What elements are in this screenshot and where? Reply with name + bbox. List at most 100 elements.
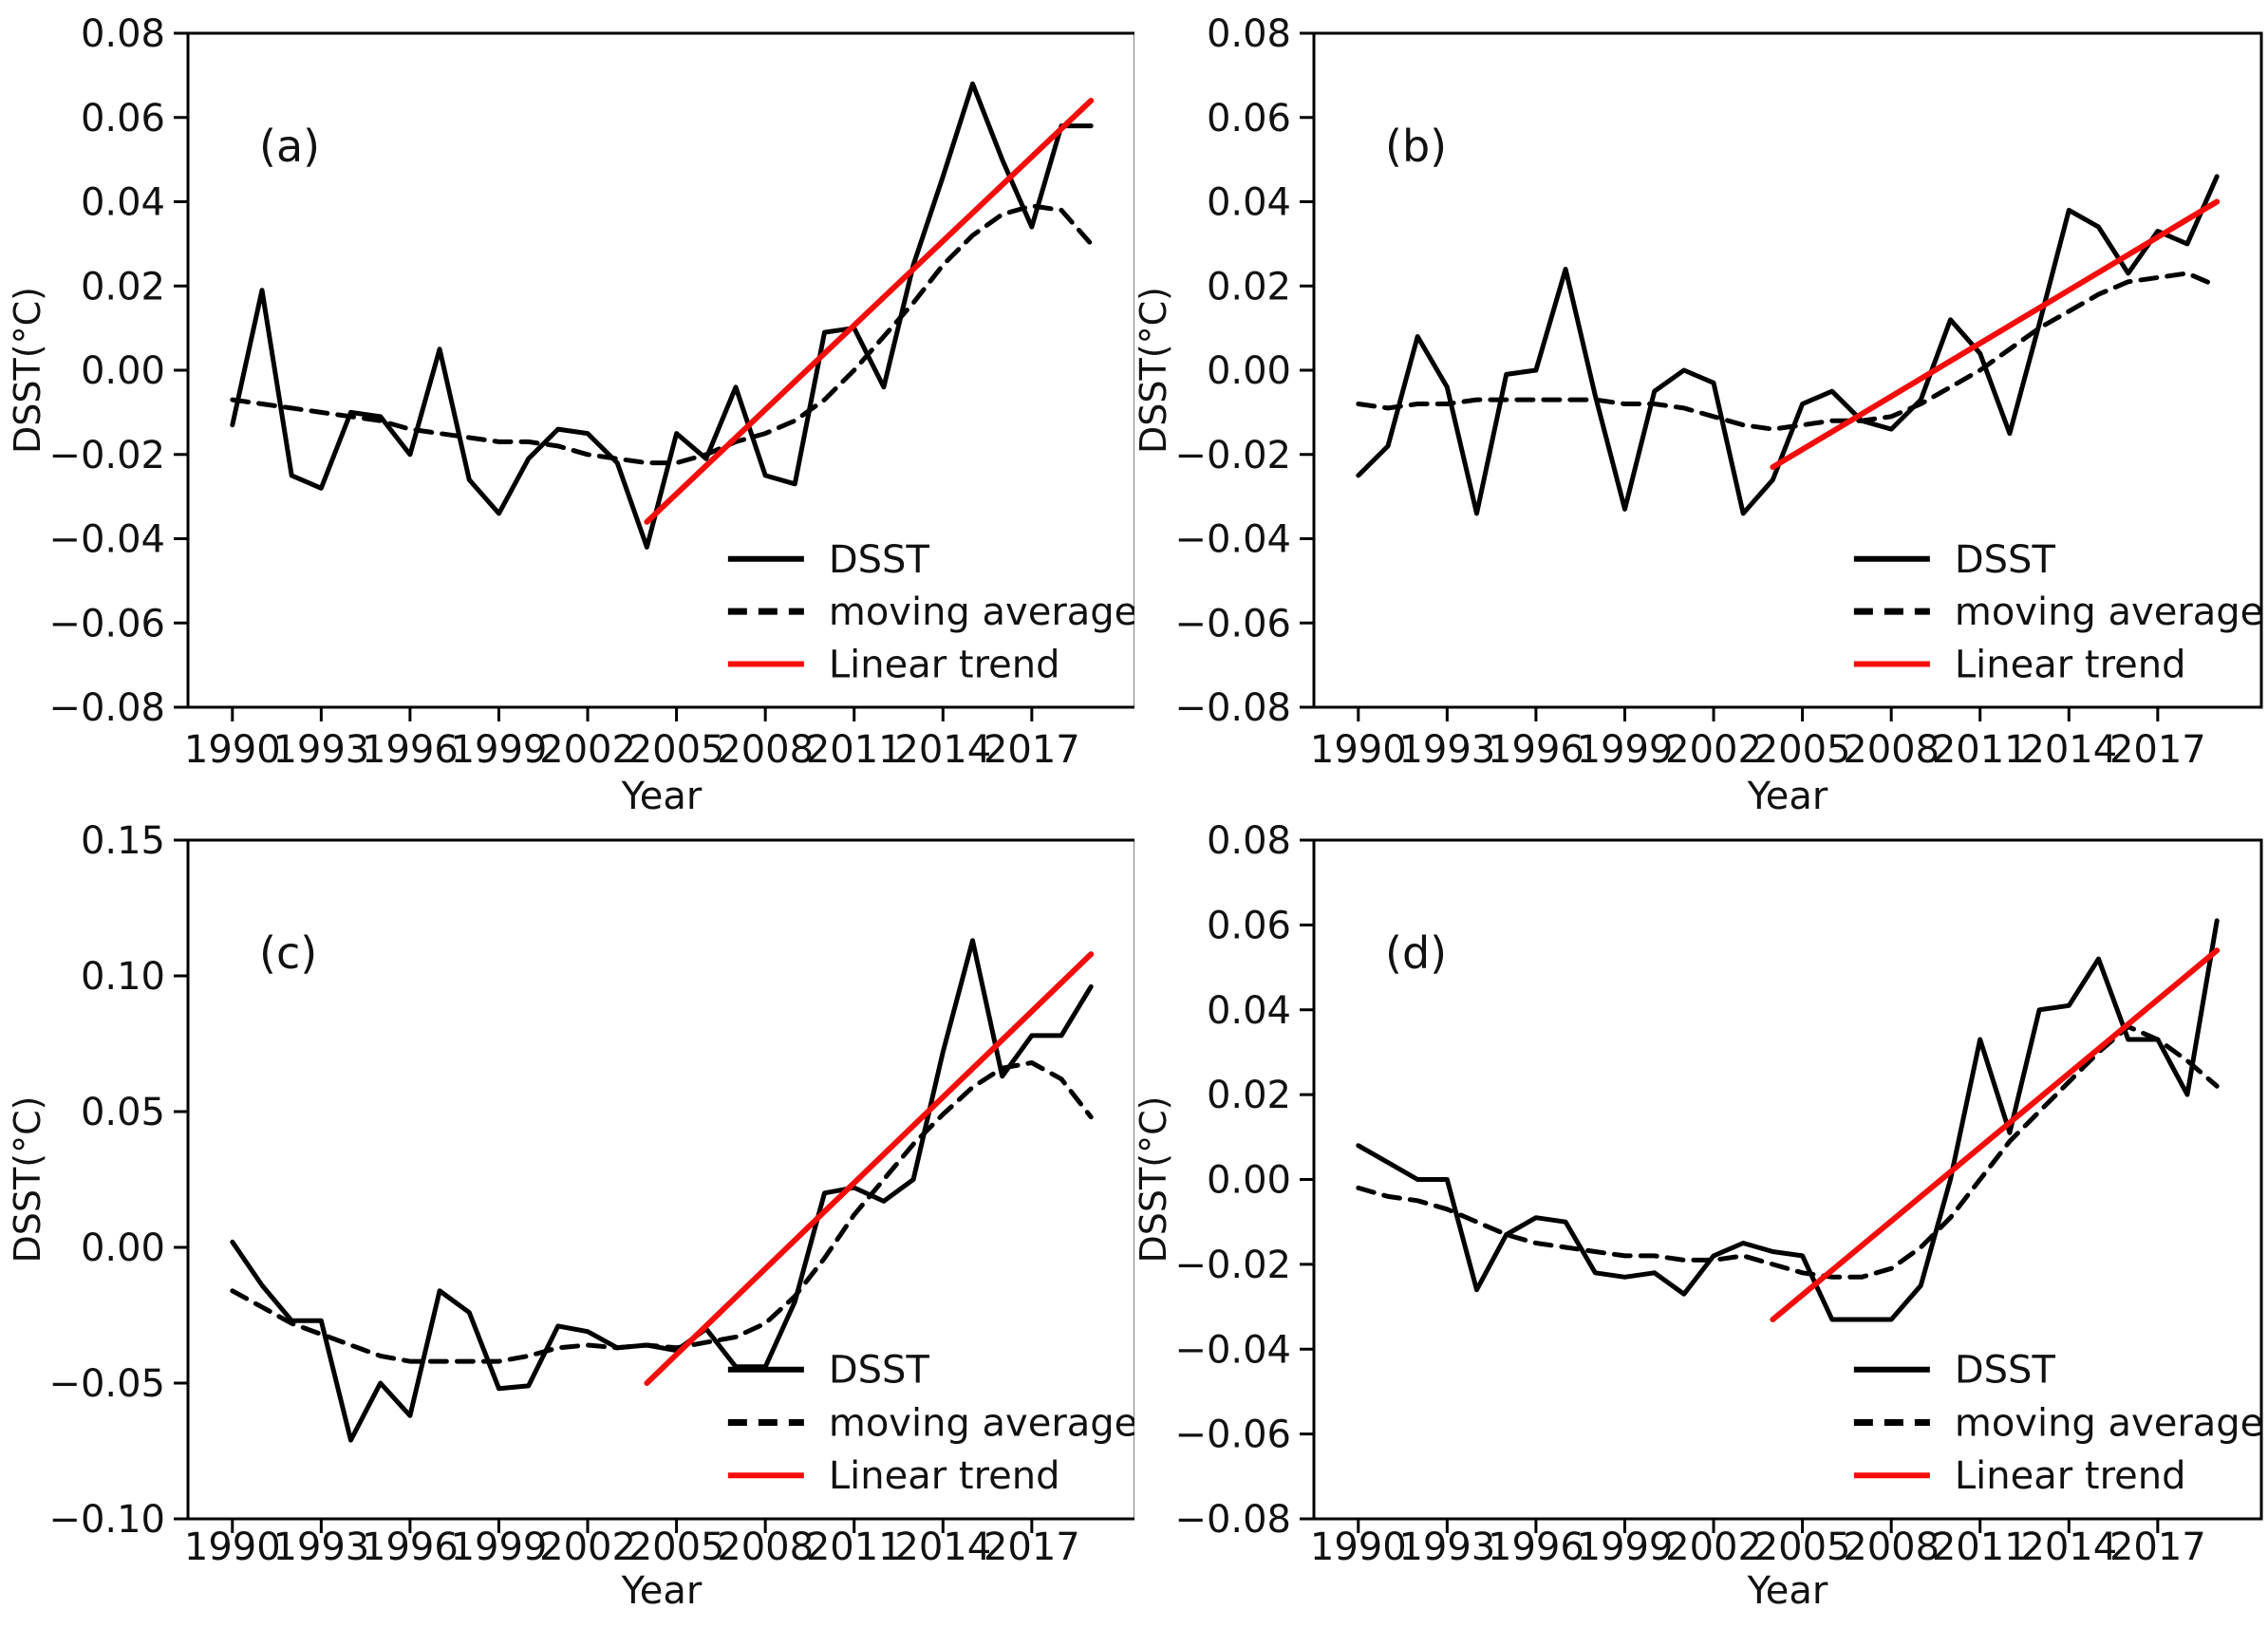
series-linear-trend-line (644, 98, 1095, 525)
legend-label-dsst: DSST (829, 1349, 930, 1393)
y-tick-label: 0.08 (1207, 12, 1291, 56)
x-tick-label: 1993 (1398, 1525, 1495, 1569)
x-tick-label: 2008 (717, 728, 814, 772)
y-tick-label: 0.00 (1207, 1159, 1291, 1203)
x-tick-label: 1996 (362, 1525, 459, 1569)
y-tick-label: −0.08 (1174, 686, 1291, 730)
legend-label-linear-trend: Linear trend (1955, 1454, 2186, 1498)
x-tick-label: 2005 (628, 1525, 725, 1569)
x-tick-label: 1999 (1577, 1525, 1674, 1569)
x-tick-label: 2014 (2020, 728, 2117, 772)
y-tick-label: 0.02 (81, 265, 165, 309)
y-tick-label: −0.04 (1174, 1328, 1291, 1372)
x-tick-label: 2002 (539, 728, 636, 772)
x-tick-label: 2008 (717, 1525, 814, 1569)
y-tick-label: 0.02 (1207, 265, 1291, 309)
x-tick-label: 2005 (628, 728, 725, 772)
axis-title-y: DSST(°C) (7, 1096, 48, 1263)
x-tick-label: 1993 (272, 728, 369, 772)
plot-frame (186, 838, 1134, 1521)
x-tick-label: 2005 (1754, 728, 1851, 772)
y-tick-label: −0.06 (48, 602, 165, 646)
axis-title-y: DSST(°C) (1134, 1096, 1174, 1263)
y-tick-label: −0.04 (48, 518, 165, 562)
series-linear-trend-line (1770, 198, 2221, 471)
x-tick-label: 1996 (1488, 728, 1584, 772)
x-tick-label: 2005 (1754, 1525, 1851, 1569)
x-tick-label: 1990 (1310, 728, 1407, 772)
legend-label-moving-average: moving average (829, 590, 1134, 634)
y-tick-label: 0.15 (81, 823, 165, 863)
axis-title-x: Year (621, 775, 703, 818)
x-tick-label: 2014 (894, 728, 991, 772)
x-tick-label: 2011 (1932, 1525, 2029, 1569)
series-moving-average-line (1356, 271, 2220, 432)
series-dsst-line (230, 81, 1094, 550)
x-tick-label: 2017 (984, 728, 1080, 772)
legend-label-dsst: DSST (829, 538, 930, 582)
chart-c: 1990199319961999200220052008201120142017… (7, 823, 1134, 1613)
y-tick-label: −0.06 (1174, 1413, 1291, 1457)
legend-label-linear-trend: Linear trend (1955, 644, 2186, 687)
panel-b: 1990 1993 1996 1999 2002 2005 2008 2011 2014 2017… (1134, 0, 2268, 823)
x-tick-label: 1990 (1310, 1525, 1407, 1569)
x-tick-label: 2017 (2109, 1525, 2206, 1569)
y-tick-label: 0.00 (81, 349, 165, 393)
x-tick-label: 2014 (2020, 1525, 2117, 1569)
x-tick-label: 1993 (1398, 728, 1495, 772)
chart-d: 1990199319961999200220052008201120142017… (1134, 823, 2263, 1613)
panel-a: 1990 1993 1996 1999 2002 2005 2008 2011 2014 2017… (0, 0, 1134, 823)
axis-title-y: DSST(°C) (7, 287, 48, 454)
series-linear-trend-line (644, 951, 1095, 1386)
legend-label-linear-trend: Linear trend (829, 644, 1060, 687)
x-tick-label: 2011 (1932, 728, 2029, 772)
legend-label-moving-average: moving average (829, 1401, 1134, 1445)
legend-label-dsst: DSST (1955, 538, 2056, 582)
axis-title-y: DSST(°C) (1134, 287, 1174, 454)
y-tick-label: −0.02 (1174, 434, 1291, 477)
y-tick-label: 0.06 (81, 97, 165, 140)
y-tick-label: 0.05 (81, 1091, 165, 1134)
series-moving-average-line (1356, 1024, 2220, 1280)
panel-d: 1990 1993 1996 1999 2002 2005 2008 2011 2014 2017… (1134, 823, 2268, 1647)
y-tick-label: −0.08 (48, 686, 165, 730)
series-dsst-line (1356, 174, 2220, 516)
x-tick-label: 1999 (451, 1525, 548, 1569)
y-tick-label: −0.02 (48, 434, 165, 477)
x-tick-label: 1990 (184, 1525, 281, 1569)
series-dsst-line (1356, 918, 2220, 1322)
x-tick-label: 1999 (1577, 728, 1674, 772)
x-tick-label: 2011 (806, 728, 903, 772)
axis-title-x: Year (621, 1569, 703, 1613)
y-tick-label: −0.10 (48, 1498, 165, 1542)
x-tick-label: 2008 (1843, 728, 1940, 772)
panel-letter: (c) (259, 927, 317, 979)
x-tick-label: 1993 (272, 1525, 369, 1569)
y-tick-label: 0.02 (1207, 1074, 1291, 1117)
x-tick-label: 1990 (184, 728, 281, 772)
x-tick-label: 2014 (894, 1525, 991, 1569)
x-tick-label: 1999 (451, 728, 548, 772)
series-linear-trend-line (1770, 947, 2221, 1322)
y-tick-label: −0.08 (1174, 1498, 1291, 1542)
x-tick-label: 2017 (984, 1525, 1080, 1569)
axis-title-x: Year (1747, 775, 1828, 818)
y-tick-label: 0.04 (81, 181, 165, 225)
panel-letter: (b) (1385, 121, 1447, 172)
y-tick-label: 0.04 (1207, 989, 1291, 1033)
chart-a: 1990199319961999200220052008201120142017… (7, 12, 1134, 818)
panel-letter: (a) (259, 121, 320, 172)
x-tick-label: 2017 (2109, 728, 2206, 772)
legend-label-dsst: DSST (1955, 1349, 2056, 1393)
panel-c: 1990 1993 1996 1999 2002 2005 2008 2011 2014 2017… (0, 823, 1134, 1647)
y-tick-label: 0.06 (1207, 904, 1291, 947)
panel-letter: (d) (1385, 927, 1447, 979)
x-tick-label: 2002 (1665, 728, 1762, 772)
series-moving-average-line (230, 203, 1094, 466)
x-tick-label: 1996 (362, 728, 459, 772)
x-tick-label: 2002 (1665, 1525, 1762, 1569)
y-tick-label: 0.00 (81, 1226, 165, 1270)
x-tick-label: 1996 (1488, 1525, 1584, 1569)
axis-title-x: Year (1747, 1569, 1828, 1613)
